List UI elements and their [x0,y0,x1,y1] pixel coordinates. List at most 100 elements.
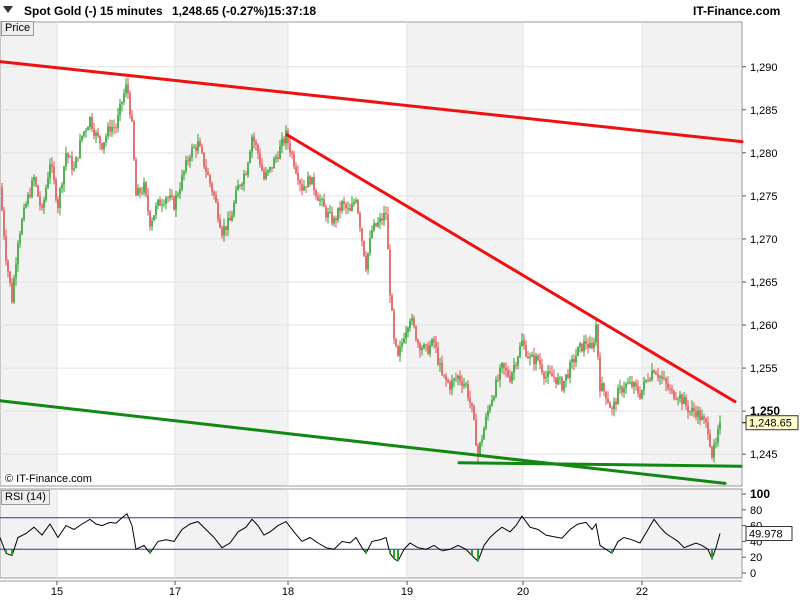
candle-body [717,429,719,443]
candle-body [25,203,27,208]
price-candle [621,384,623,397]
price-candle [351,196,353,212]
candle-body [645,379,647,382]
price-candle [657,368,659,382]
price-candle [421,345,423,356]
candle-body [289,143,291,153]
candle-body [33,177,35,181]
candle-body [449,382,451,390]
candle-body [341,201,343,212]
price-candle [65,146,67,172]
candle-body [405,332,407,339]
price-candle [37,184,39,197]
price-candle [203,152,205,170]
price-candle [5,229,7,266]
price-candle [327,207,329,224]
candle-body [447,380,449,383]
candle-body [119,103,121,115]
price-candle [301,178,303,196]
candle-body [639,393,641,399]
candle-body [385,212,387,215]
price-candle [499,364,501,388]
price-candle [89,116,91,131]
price-candle [237,179,239,191]
price-candle [381,213,383,226]
price-candle [543,370,545,385]
price-candle [357,198,359,215]
price-candle [701,409,703,421]
price-candle [265,167,267,181]
price-candle [309,174,311,187]
resistance-trendline[interactable] [285,133,737,404]
price-candle [427,341,429,355]
candle-body [65,153,67,167]
candle-body [719,422,721,430]
candle-body [713,443,715,458]
price-candle [629,375,631,385]
candle-body [671,388,673,391]
candle-body [595,324,597,343]
collapse-arrow-icon[interactable] [3,6,13,13]
time-tick-label: 19 [401,586,413,598]
candle-body [361,228,363,241]
candle-body [539,359,541,365]
price-candle [227,211,229,236]
price-candle [261,157,263,172]
candle-body [279,146,281,159]
candle-body [335,218,337,221]
candle-body [13,278,15,303]
price-candle [387,206,389,250]
rsi-panel-frame [0,488,743,579]
candle-body [21,219,23,235]
resistance-trendline[interactable] [0,60,744,144]
candle-body [107,126,109,137]
support-trendline[interactable] [0,399,727,485]
price-candle [101,142,103,151]
candle-body [73,168,75,170]
candle-body [51,164,53,167]
candle-body [393,310,395,339]
day-band [407,22,523,486]
candle-body [325,206,327,218]
candle-body [651,370,653,380]
candle-body [423,344,425,349]
price-candle [571,354,573,369]
candle-body [167,197,169,199]
candle-body [81,135,83,141]
brand-name[interactable]: IT-Finance.com [693,4,781,18]
candle-body [483,428,485,440]
candle-body [643,381,645,390]
support-trendline[interactable] [457,461,743,468]
candle-body [61,184,63,189]
candle-body [677,398,679,400]
price-candle [135,156,137,196]
candle-body [479,442,481,455]
candle-body [263,170,265,179]
candle-body [469,397,471,403]
candle-body [337,207,339,221]
candle-body [85,130,87,132]
price-candle [303,179,305,192]
candle-body [299,180,301,184]
candle-body [41,205,43,208]
price-candle [433,336,435,349]
price-candle [563,380,565,394]
price-candle [493,395,495,402]
candle-body [7,261,9,272]
day-band [0,22,57,486]
price-candle [319,193,321,207]
candle-body [99,135,101,144]
candle-body [693,407,695,412]
price-candle [165,195,167,210]
price-candle [201,143,203,155]
candle-body [627,383,629,385]
price-panel-frame [0,21,743,487]
price-candle [29,187,31,199]
price-candle [9,270,11,287]
price-candle [699,406,701,425]
price-candle [75,156,77,169]
price-candle [459,370,461,386]
price-candle [581,343,583,353]
candle-body [139,188,141,193]
price-candle [195,144,197,158]
